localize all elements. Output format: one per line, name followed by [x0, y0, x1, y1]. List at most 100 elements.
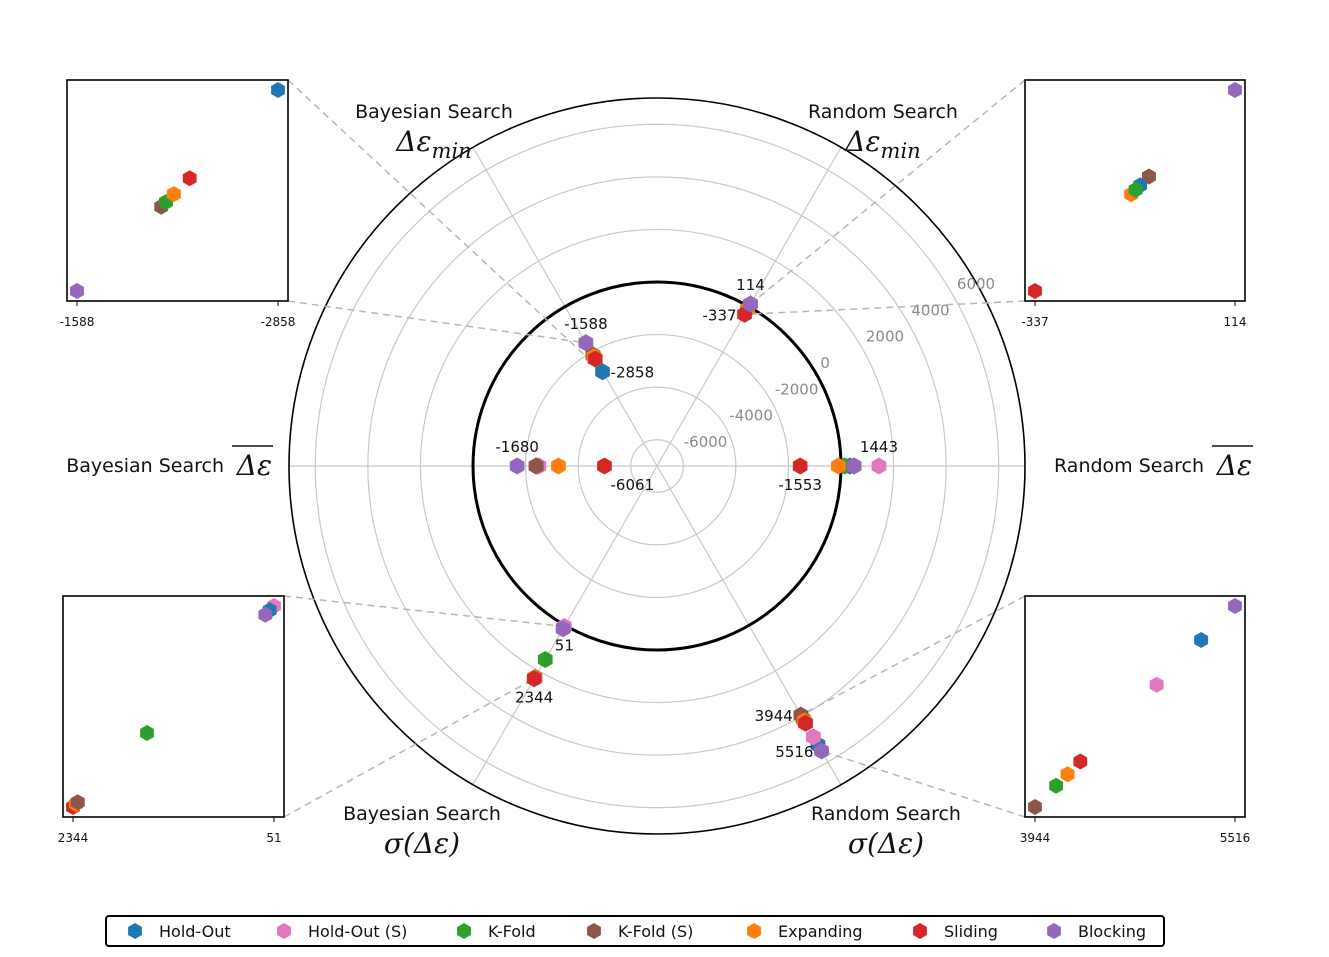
inset-right-label: 5516: [1220, 831, 1251, 845]
inset-leader-line: [287, 79, 604, 373]
point-bstd-sliding: [526, 670, 542, 688]
inset-point-sliding: [1073, 753, 1088, 770]
point-rmean-expanding: [831, 457, 846, 475]
inset-frame: [62, 595, 285, 818]
legend: Hold-Out Hold-Out (S) K-Fold K-Fold (S) Expa…: [105, 915, 1165, 947]
inset-right-label: 51: [266, 831, 281, 845]
legend-marker: [1047, 923, 1061, 939]
inset-leader-line: [287, 300, 586, 344]
inset-top-left: -1588 -2858: [60, 79, 296, 329]
point-rmin-blocking: [743, 295, 758, 313]
axis-label-symbol: Δε: [236, 449, 272, 482]
inset-leader-lines: [283, 79, 1026, 818]
point-rstd-hold-out-s-: [806, 728, 821, 746]
inset-point-hold-out: [1194, 632, 1209, 648]
inset-leader-line: [744, 300, 1026, 316]
legend-item: Sliding: [913, 922, 998, 941]
data-points: [509, 295, 887, 760]
value-annotation: -2858: [611, 364, 655, 382]
axis-label-title: Random Search: [808, 101, 958, 123]
radial-tick-label: 2000: [866, 328, 904, 346]
axis-label-symbol: Δεmin: [844, 125, 920, 163]
value-annotation: 1443: [860, 438, 898, 456]
inset-top-right: -337 114: [1021, 79, 1247, 329]
axis-label-title: Bayesian Search: [343, 803, 501, 825]
point-bmean-expanding: [551, 457, 566, 475]
legend-label: K-Fold (S): [618, 922, 693, 941]
legend-item: Expanding: [747, 922, 863, 941]
inset-frame: [1024, 595, 1246, 818]
point-bmean-k-fold-s-: [528, 457, 544, 475]
axis-label-subscript: min: [881, 139, 921, 163]
legend-label: Blocking: [1078, 922, 1146, 941]
inset-right-label: -2858: [261, 315, 296, 329]
point-bmin-hold-out: [595, 363, 610, 381]
legend-marker: [587, 923, 601, 939]
inset-bottom-left: 2344 51: [58, 595, 285, 845]
axis-label-bmean: Δε Bayesian Search: [66, 445, 273, 482]
value-annotation: 3944: [755, 707, 793, 725]
legend-label: Hold-Out (S): [308, 922, 407, 941]
axis-label-title: Bayesian Search: [355, 101, 513, 123]
legend-item: K-Fold: [457, 922, 536, 941]
inset-point-sliding: [182, 170, 197, 187]
inset-left-label: -337: [1021, 315, 1048, 329]
point-bmin-blocking: [578, 334, 594, 352]
axis-label-title: Bayesian Search: [66, 455, 224, 477]
axis-label-symbol: Δε: [1216, 449, 1252, 482]
point-bstd-blocking: [555, 620, 571, 638]
inset-point-k-fold-s-: [1142, 168, 1156, 185]
point-rstd-sliding: [798, 714, 813, 732]
radial-tick-label: -6000: [684, 433, 728, 451]
inset-left-label: 3944: [1020, 831, 1051, 845]
legend-label: Expanding: [778, 922, 863, 941]
inset-left-label: -1588: [60, 315, 95, 329]
axis-label-title: Random Search: [811, 803, 961, 825]
legend-label: K-Fold: [488, 922, 536, 941]
legend-marker: [913, 923, 927, 939]
inset-point-k-fold: [140, 725, 154, 741]
value-annotation: -337: [703, 306, 737, 324]
inset-point-k-fold-s-: [1028, 799, 1042, 815]
inset-right-label: 114: [1224, 315, 1247, 329]
legend-label: Sliding: [944, 922, 998, 941]
inset-point-hold-out: [271, 82, 285, 98]
inset-left-label: 2344: [58, 831, 89, 845]
value-annotation: 51: [555, 637, 574, 655]
point-bmean-blocking: [509, 457, 525, 475]
inset-point-k-fold: [1049, 777, 1063, 794]
inset-point-k-fold: [1128, 181, 1143, 198]
legend-item: K-Fold (S): [587, 922, 693, 941]
legend-item: Hold-Out: [128, 922, 231, 941]
value-annotation: -6061: [611, 476, 655, 494]
legend-item: Blocking: [1047, 922, 1146, 941]
legend-marker: [747, 923, 761, 939]
axis-label-subscript: min: [432, 139, 472, 163]
value-annotation: -1553: [778, 476, 822, 494]
axis-label-symbol: σ(Δε): [384, 827, 460, 860]
inset-point-blocking: [258, 606, 273, 623]
value-annotation: 2344: [515, 689, 553, 707]
axis-label-rmean: Δε Random Search: [1054, 445, 1253, 482]
point-bmin-sliding: [587, 350, 603, 368]
point-rmean-blocking: [846, 457, 862, 475]
inset-point-sliding: [1028, 283, 1042, 299]
radial-tick-label: 6000: [957, 275, 995, 293]
point-bstd-k-fold: [537, 651, 553, 668]
inset-point-blocking: [70, 283, 84, 299]
axis-label-title: Random Search: [1054, 455, 1204, 477]
inset-point-k-fold-s-: [70, 794, 85, 811]
legend-marker: [457, 923, 471, 939]
point-bmean-sliding: [597, 457, 612, 475]
point-rstd-blocking: [814, 742, 829, 760]
value-annotation: 114: [736, 276, 765, 294]
outer-circle: [288, 97, 1026, 835]
radial-tick-label: -4000: [729, 407, 773, 425]
axis-spokes: [289, 147, 1025, 785]
inset-leader-line: [283, 595, 565, 628]
